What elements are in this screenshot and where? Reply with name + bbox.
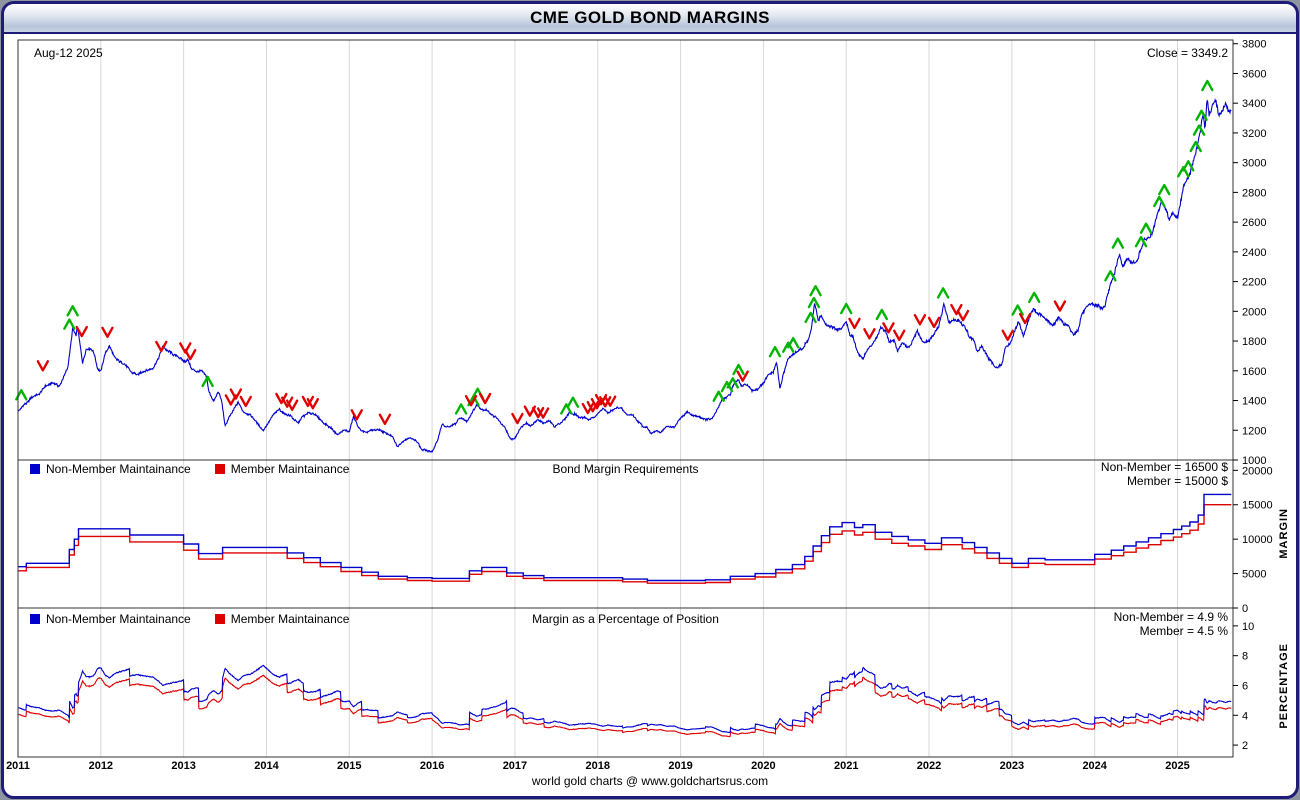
svg-text:3800: 3800 xyxy=(1242,39,1266,51)
svg-text:1800: 1800 xyxy=(1242,336,1266,348)
svg-text:2400: 2400 xyxy=(1242,247,1266,259)
svg-text:2800: 2800 xyxy=(1242,187,1266,199)
margin-current-values: Non-Member = 16500 $ Member = 15000 $ xyxy=(18,460,1228,488)
svg-text:4: 4 xyxy=(1242,710,1248,722)
svg-text:2200: 2200 xyxy=(1242,277,1266,289)
date-label: Aug-12 2025 xyxy=(34,46,103,60)
percentage-current-values: Non-Member = 4.9 % Member = 4.5 % xyxy=(18,610,1228,638)
svg-text:3400: 3400 xyxy=(1242,98,1266,110)
svg-text:1600: 1600 xyxy=(1242,366,1266,378)
svg-text:10: 10 xyxy=(1242,621,1254,633)
non-member-percentage-value: Non-Member = 4.9 % xyxy=(1113,610,1228,624)
svg-text:5000: 5000 xyxy=(1242,569,1266,581)
svg-text:2019: 2019 xyxy=(668,760,692,772)
member-percentage-value: Member = 4.5 % xyxy=(1139,623,1228,638)
margin-panel-legend: Non-Member Maintainance Member Maintaina… xyxy=(30,462,373,476)
close-value-label: Close = 3349.2 xyxy=(1146,46,1228,60)
svg-text:2600: 2600 xyxy=(1242,217,1266,229)
svg-text:2018: 2018 xyxy=(586,760,610,772)
member-legend-label-2: Member Maintainance xyxy=(230,612,350,626)
svg-text:2020: 2020 xyxy=(751,760,775,772)
svg-text:0: 0 xyxy=(1242,603,1248,615)
svg-text:10000: 10000 xyxy=(1242,534,1273,546)
non-member-margin-value: Non-Member = 16500 $ xyxy=(1100,460,1228,474)
svg-text:2016: 2016 xyxy=(420,760,444,772)
svg-text:2024: 2024 xyxy=(1082,760,1107,772)
footer-credit: world gold charts @ www.goldchartsrus.co… xyxy=(531,774,769,788)
member-legend-label: Member Maintainance xyxy=(230,462,350,476)
svg-text:2014: 2014 xyxy=(254,760,279,772)
non-member-legend-label: Non-Member Maintainance xyxy=(46,462,191,476)
page-title: CME GOLD BOND MARGINS xyxy=(530,8,770,27)
svg-text:2013: 2013 xyxy=(171,760,195,772)
svg-text:1200: 1200 xyxy=(1242,425,1266,437)
svg-text:8: 8 xyxy=(1242,651,1248,663)
svg-text:15000: 15000 xyxy=(1242,500,1273,512)
svg-text:2000: 2000 xyxy=(1242,306,1266,318)
svg-text:3600: 3600 xyxy=(1242,68,1266,80)
non-member-legend-swatch-2 xyxy=(30,614,40,624)
svg-text:6: 6 xyxy=(1242,680,1248,692)
svg-text:2021: 2021 xyxy=(834,760,858,772)
svg-text:2022: 2022 xyxy=(917,760,941,772)
non-member-legend-label-2: Non-Member Maintainance xyxy=(46,612,191,626)
non-member-legend-swatch xyxy=(30,464,40,474)
margin-panel-caption: Bond Margin Requirements xyxy=(552,462,699,476)
svg-text:1400: 1400 xyxy=(1242,396,1266,408)
svg-text:20000: 20000 xyxy=(1242,465,1273,477)
svg-text:2015: 2015 xyxy=(337,760,361,772)
svg-text:2011: 2011 xyxy=(6,760,30,772)
svg-text:3200: 3200 xyxy=(1242,128,1266,140)
svg-text:1000: 1000 xyxy=(1242,455,1266,467)
svg-text:2017: 2017 xyxy=(503,760,527,772)
member-margin-value: Member = 15000 $ xyxy=(1126,473,1228,488)
svg-text:3000: 3000 xyxy=(1242,158,1266,170)
margin-axis-title: MARGIN xyxy=(1278,508,1290,559)
percentage-panel-caption: Margin as a Percentage of Position xyxy=(532,612,719,626)
title-bar: CME GOLD BOND MARGINS xyxy=(4,4,1296,34)
percentage-axis-title: PERCENTAGE xyxy=(1278,643,1290,729)
svg-text:2012: 2012 xyxy=(89,760,113,772)
svg-text:2025: 2025 xyxy=(1165,760,1189,772)
percentage-panel-legend: Non-Member Maintainance Member Maintaina… xyxy=(30,612,373,626)
member-legend-swatch xyxy=(214,464,225,474)
svg-text:2: 2 xyxy=(1242,740,1248,752)
svg-text:2023: 2023 xyxy=(1000,760,1024,772)
member-legend-swatch-2 xyxy=(214,614,225,624)
